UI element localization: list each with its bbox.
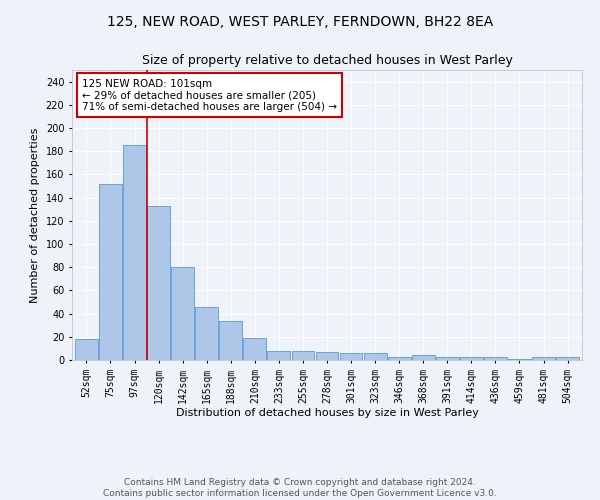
Bar	[195, 306, 218, 360]
Text: 125 NEW ROAD: 101sqm
← 29% of detached houses are smaller (205)
71% of semi-deta: 125 NEW ROAD: 101sqm ← 29% of detached h…	[82, 78, 337, 112]
X-axis label: Distribution of detached houses by size in West Parley: Distribution of detached houses by size …	[176, 408, 478, 418]
Bar	[171, 267, 194, 360]
Bar	[556, 356, 579, 360]
Bar	[412, 356, 434, 360]
Bar	[75, 339, 98, 360]
Bar	[484, 356, 507, 360]
Text: Contains HM Land Registry data © Crown copyright and database right 2024.
Contai: Contains HM Land Registry data © Crown c…	[103, 478, 497, 498]
Bar	[292, 350, 314, 360]
Bar	[123, 146, 146, 360]
Y-axis label: Number of detached properties: Number of detached properties	[30, 128, 40, 302]
Title: Size of property relative to detached houses in West Parley: Size of property relative to detached ho…	[142, 54, 512, 68]
Bar	[220, 320, 242, 360]
Bar	[508, 359, 531, 360]
Bar	[340, 353, 362, 360]
Bar	[268, 350, 290, 360]
Bar	[388, 356, 410, 360]
Bar	[316, 352, 338, 360]
Bar	[99, 184, 122, 360]
Bar	[460, 356, 483, 360]
Bar	[532, 356, 555, 360]
Text: 125, NEW ROAD, WEST PARLEY, FERNDOWN, BH22 8EA: 125, NEW ROAD, WEST PARLEY, FERNDOWN, BH…	[107, 15, 493, 29]
Bar	[436, 356, 459, 360]
Bar	[364, 353, 386, 360]
Bar	[147, 206, 170, 360]
Bar	[244, 338, 266, 360]
